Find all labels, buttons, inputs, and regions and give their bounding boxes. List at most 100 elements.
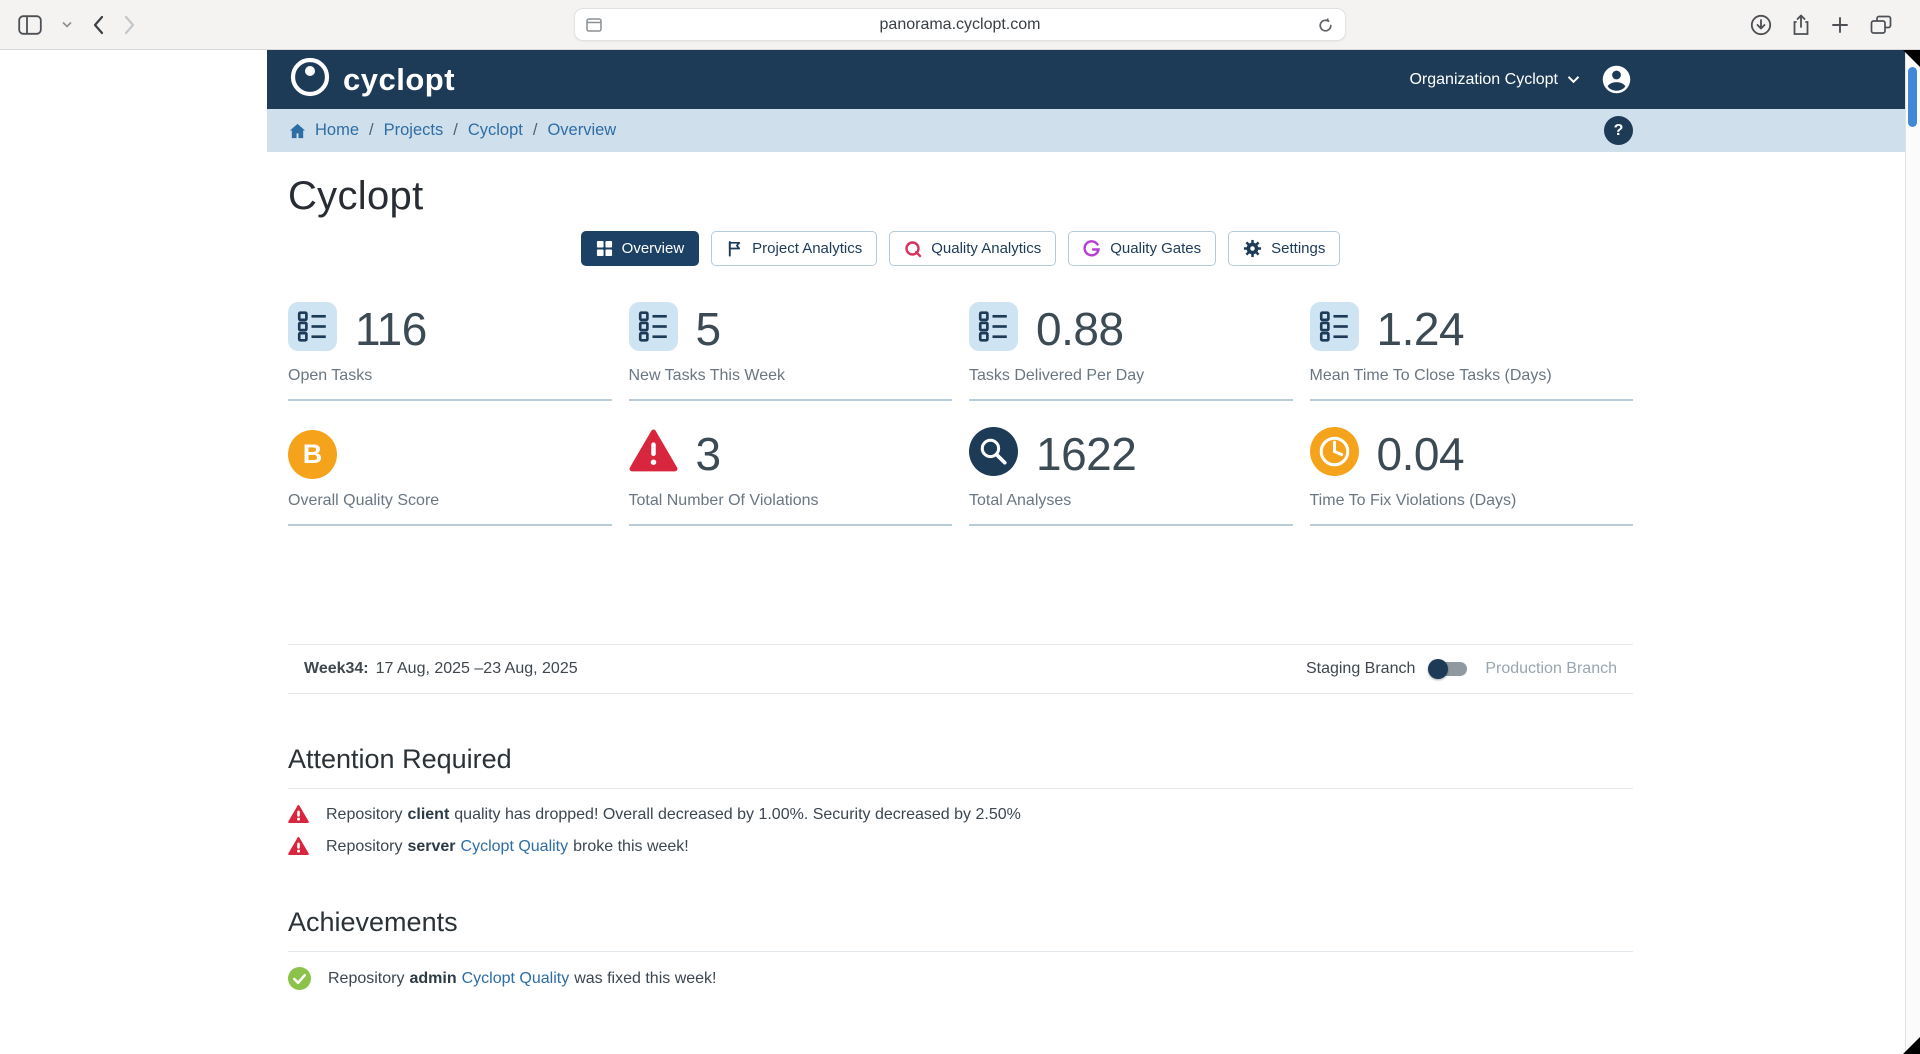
check-circle-icon — [288, 967, 311, 990]
attention-title: Attention Required — [288, 744, 512, 774]
tab-project-analytics[interactable]: Project Analytics — [711, 231, 878, 266]
stat-label: Mean Time To Close Tasks (Days) — [1309, 367, 1552, 384]
back-icon[interactable] — [92, 15, 104, 35]
stat-value: 0.04 — [1376, 428, 1465, 480]
repo-name: client — [407, 805, 450, 823]
tab-label: Quality Gates — [1110, 240, 1202, 257]
week-bar: Week34: 17 Aug, 2025 –23 Aug, 2025 Stagin… — [288, 644, 1633, 694]
new-tab-icon[interactable] — [1830, 15, 1850, 35]
reload-icon[interactable] — [1317, 17, 1334, 34]
scroll-marker-bottom-icon — [1903, 1037, 1920, 1054]
stat-value: 5 — [695, 303, 722, 355]
task-list-icon — [969, 302, 1018, 356]
stat-label: Time To Fix Violations (Days) — [1309, 492, 1517, 509]
organization-menu[interactable]: Organization Cyclopt — [1409, 71, 1580, 89]
achievement-item: Repository admin Cyclopt Quality was fixed … — [288, 967, 1633, 990]
app-header: cyclopt Organization Cyclopt — [267, 50, 1905, 109]
breadcrumb-cyclopt[interactable]: Cyclopt — [467, 121, 523, 139]
help-button[interactable]: ? — [1604, 116, 1633, 145]
section-divider — [288, 788, 1633, 789]
breadcrumb-bar: Home / Projects / Cyclopt / Overview ? — [267, 109, 1905, 152]
breadcrumb: Home / Projects / Cyclopt / Overview ? — [288, 116, 1633, 145]
week-range: Week34: 17 Aug, 2025 –23 Aug, 2025 — [304, 660, 578, 678]
stat-value: 3 — [695, 428, 722, 480]
staging-branch-label: Staging Branch — [1305, 660, 1416, 677]
magnifier-icon — [969, 427, 1018, 481]
task-list-icon — [1309, 302, 1359, 356]
toolbar-right-group — [1750, 0, 1892, 49]
attention-section: Attention Required Repository client quali… — [288, 744, 1633, 857]
stats-grid: 116 Open Tasks 5 New Tasks This Week — [288, 298, 1633, 526]
achievements-title: Achievements — [288, 907, 458, 937]
scrollbar-thumb[interactable] — [1908, 67, 1917, 127]
sidebar-toggle-icon[interactable] — [18, 14, 42, 35]
tab-overview[interactable]: Overview — [580, 231, 700, 266]
tab-quality-analytics[interactable]: Quality Analytics — [889, 231, 1057, 266]
breadcrumb-projects[interactable]: Projects — [383, 121, 444, 139]
downloads-icon[interactable] — [1750, 14, 1772, 36]
week-dates: 17 Aug, 2025 –23 Aug, 2025 — [375, 660, 578, 677]
breadcrumb-overview[interactable]: Overview — [547, 121, 617, 139]
tab-label: Quality Analytics — [931, 240, 1042, 257]
attention-text: Repository client quality has dropped! Ove… — [326, 805, 1021, 823]
gear-icon — [1243, 239, 1262, 258]
view-tabs: Overview Project Analytics Quality Analy… — [288, 231, 1633, 266]
stat-quality-score: B Overall Quality Score — [288, 423, 612, 526]
clock-icon — [1309, 427, 1359, 481]
tab-label: Project Analytics — [752, 240, 863, 257]
flag-icon — [726, 240, 743, 257]
quality-link[interactable]: Cyclopt Quality — [460, 837, 569, 855]
quality-link[interactable]: Cyclopt Quality — [461, 969, 570, 987]
brand-name: cyclopt — [343, 62, 456, 97]
cyclopt-logo[interactable]: cyclopt — [288, 55, 455, 104]
forward-icon[interactable] — [124, 15, 136, 35]
warning-triangle-icon — [288, 836, 309, 857]
app-container: cyclopt Organization Cyclopt Home / — [267, 50, 1905, 990]
stat-label: Open Tasks — [288, 367, 373, 384]
stat-total-analyses: 1622 Total Analyses — [969, 423, 1293, 526]
tab-quality-gates[interactable]: Quality Gates — [1068, 231, 1217, 266]
stat-tasks-per-day: 0.88 Tasks Delivered Per Day — [969, 298, 1293, 401]
breadcrumb-home[interactable]: Home — [315, 121, 360, 139]
stat-new-tasks: 5 New Tasks This Week — [628, 298, 952, 401]
stat-label: New Tasks This Week — [628, 367, 786, 384]
warning-triangle-icon — [629, 427, 678, 481]
stat-open-tasks: 116 Open Tasks — [288, 298, 612, 401]
stat-mean-close-time: 1.24 Mean Time To Close Tasks (Days) — [1309, 298, 1633, 401]
stat-label: Total Number Of Violations — [628, 492, 819, 509]
page-title: Cyclopt — [288, 174, 424, 218]
stat-fix-time: 0.04 Time To Fix Violations (Days) — [1309, 423, 1633, 526]
quality-q-icon — [904, 240, 922, 258]
chevron-down-icon — [1567, 71, 1580, 89]
url-text: panorama.cyclopt.com — [879, 16, 1041, 33]
page-scrollbar[interactable] — [1905, 50, 1920, 1054]
repo-name: server — [407, 837, 456, 855]
organization-label: Organization Cyclopt — [1409, 70, 1558, 88]
breadcrumb-separator: / — [453, 121, 458, 139]
achievement-text: Repository admin Cyclopt Quality was fixed … — [328, 969, 717, 987]
stat-value: 0.88 — [1036, 303, 1124, 355]
account-icon[interactable] — [1600, 63, 1633, 96]
stat-label: Tasks Delivered Per Day — [969, 367, 1145, 384]
site-settings-icon[interactable] — [586, 18, 602, 32]
toolbar-left-group — [18, 0, 136, 49]
grade-badge: B — [288, 429, 337, 479]
stat-violations: 3 Total Number Of Violations — [628, 423, 952, 526]
attention-item: Repository server Cyclopt Quality broke thi… — [288, 836, 1633, 857]
warning-triangle-icon — [288, 804, 309, 825]
address-bar[interactable]: panorama.cyclopt.com — [574, 8, 1346, 41]
repo-name: admin — [409, 969, 457, 987]
grid-icon — [596, 240, 613, 257]
tab-settings[interactable]: Settings — [1228, 231, 1341, 266]
home-icon — [288, 122, 307, 140]
attention-item: Repository client quality has dropped! Ove… — [288, 804, 1633, 825]
task-list-icon — [628, 302, 678, 356]
branch-toggle[interactable] — [1428, 658, 1472, 680]
stat-value: 1622 — [1036, 428, 1137, 480]
share-icon[interactable] — [1792, 14, 1810, 36]
sidebar-chevron-down-icon[interactable] — [62, 21, 72, 28]
stat-value: 116 — [355, 303, 427, 355]
tab-overview-icon[interactable] — [1870, 15, 1892, 35]
achievements-section: Achievements Repository admin Cyclopt Qual… — [288, 907, 1633, 990]
attention-text: Repository server Cyclopt Quality broke thi… — [326, 837, 689, 855]
